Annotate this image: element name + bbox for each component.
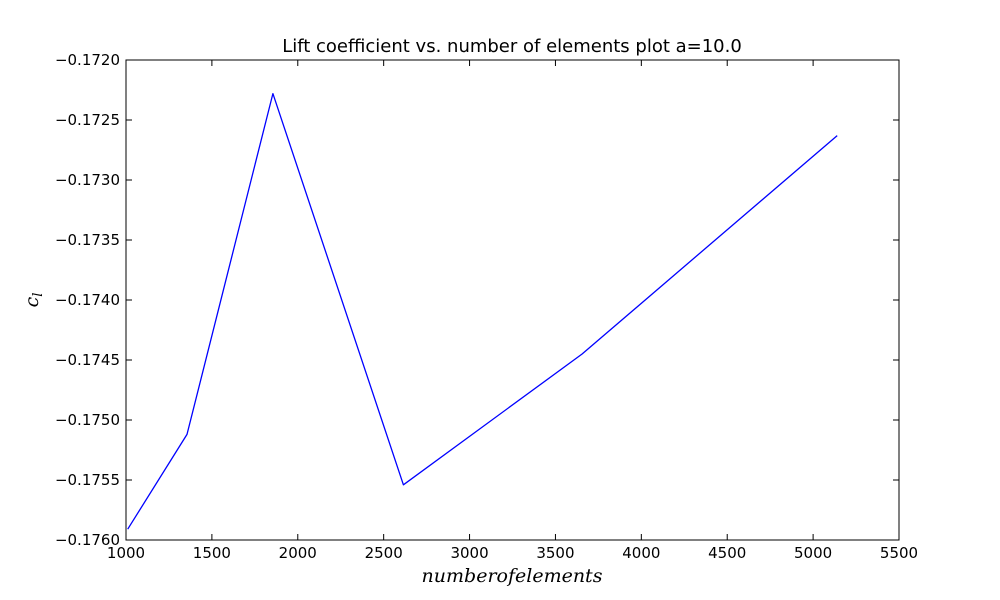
x-tick-label: 5000 [794,544,832,562]
x-tick-label: 4500 [708,544,746,562]
x-tick-label: 4000 [622,544,660,562]
x-tick-label: 2000 [279,544,317,562]
y-axis-label-subscript: l [31,293,46,297]
y-tick-label: −0.1725 [55,111,120,129]
series-layer [127,92,838,530]
y-tick-label: −0.1755 [55,471,120,489]
y-tick-label: −0.1720 [55,51,120,69]
x-tick-label: 3500 [536,544,574,562]
y-tick-label: −0.1750 [55,411,120,429]
y-tick-label: −0.1745 [55,351,120,369]
y-tick-label: −0.1730 [55,171,120,189]
y-axis-label: cl [21,293,46,308]
x-tick-label: 3000 [450,544,488,562]
series-line [127,92,838,530]
y-axis-label-main: c [21,296,43,307]
axis-ticks [125,59,900,541]
axis-tick-labels: 1000 1500 2000 2500 3000 3500 4000 4500 5000 5500… [55,51,918,562]
chart-title: Lift coefficient vs. number of elements … [282,36,742,57]
y-tick-label: −0.1760 [55,531,120,549]
x-tick-label: 1500 [193,544,231,562]
x-axis-label: numberofelements [422,565,603,587]
y-tick-label: −0.1740 [55,291,120,309]
x-tick-label: 1000 [107,544,145,562]
x-tick-label: 2500 [365,544,403,562]
x-tick-label: 5500 [880,544,918,562]
y-tick-label: −0.1735 [55,231,120,249]
